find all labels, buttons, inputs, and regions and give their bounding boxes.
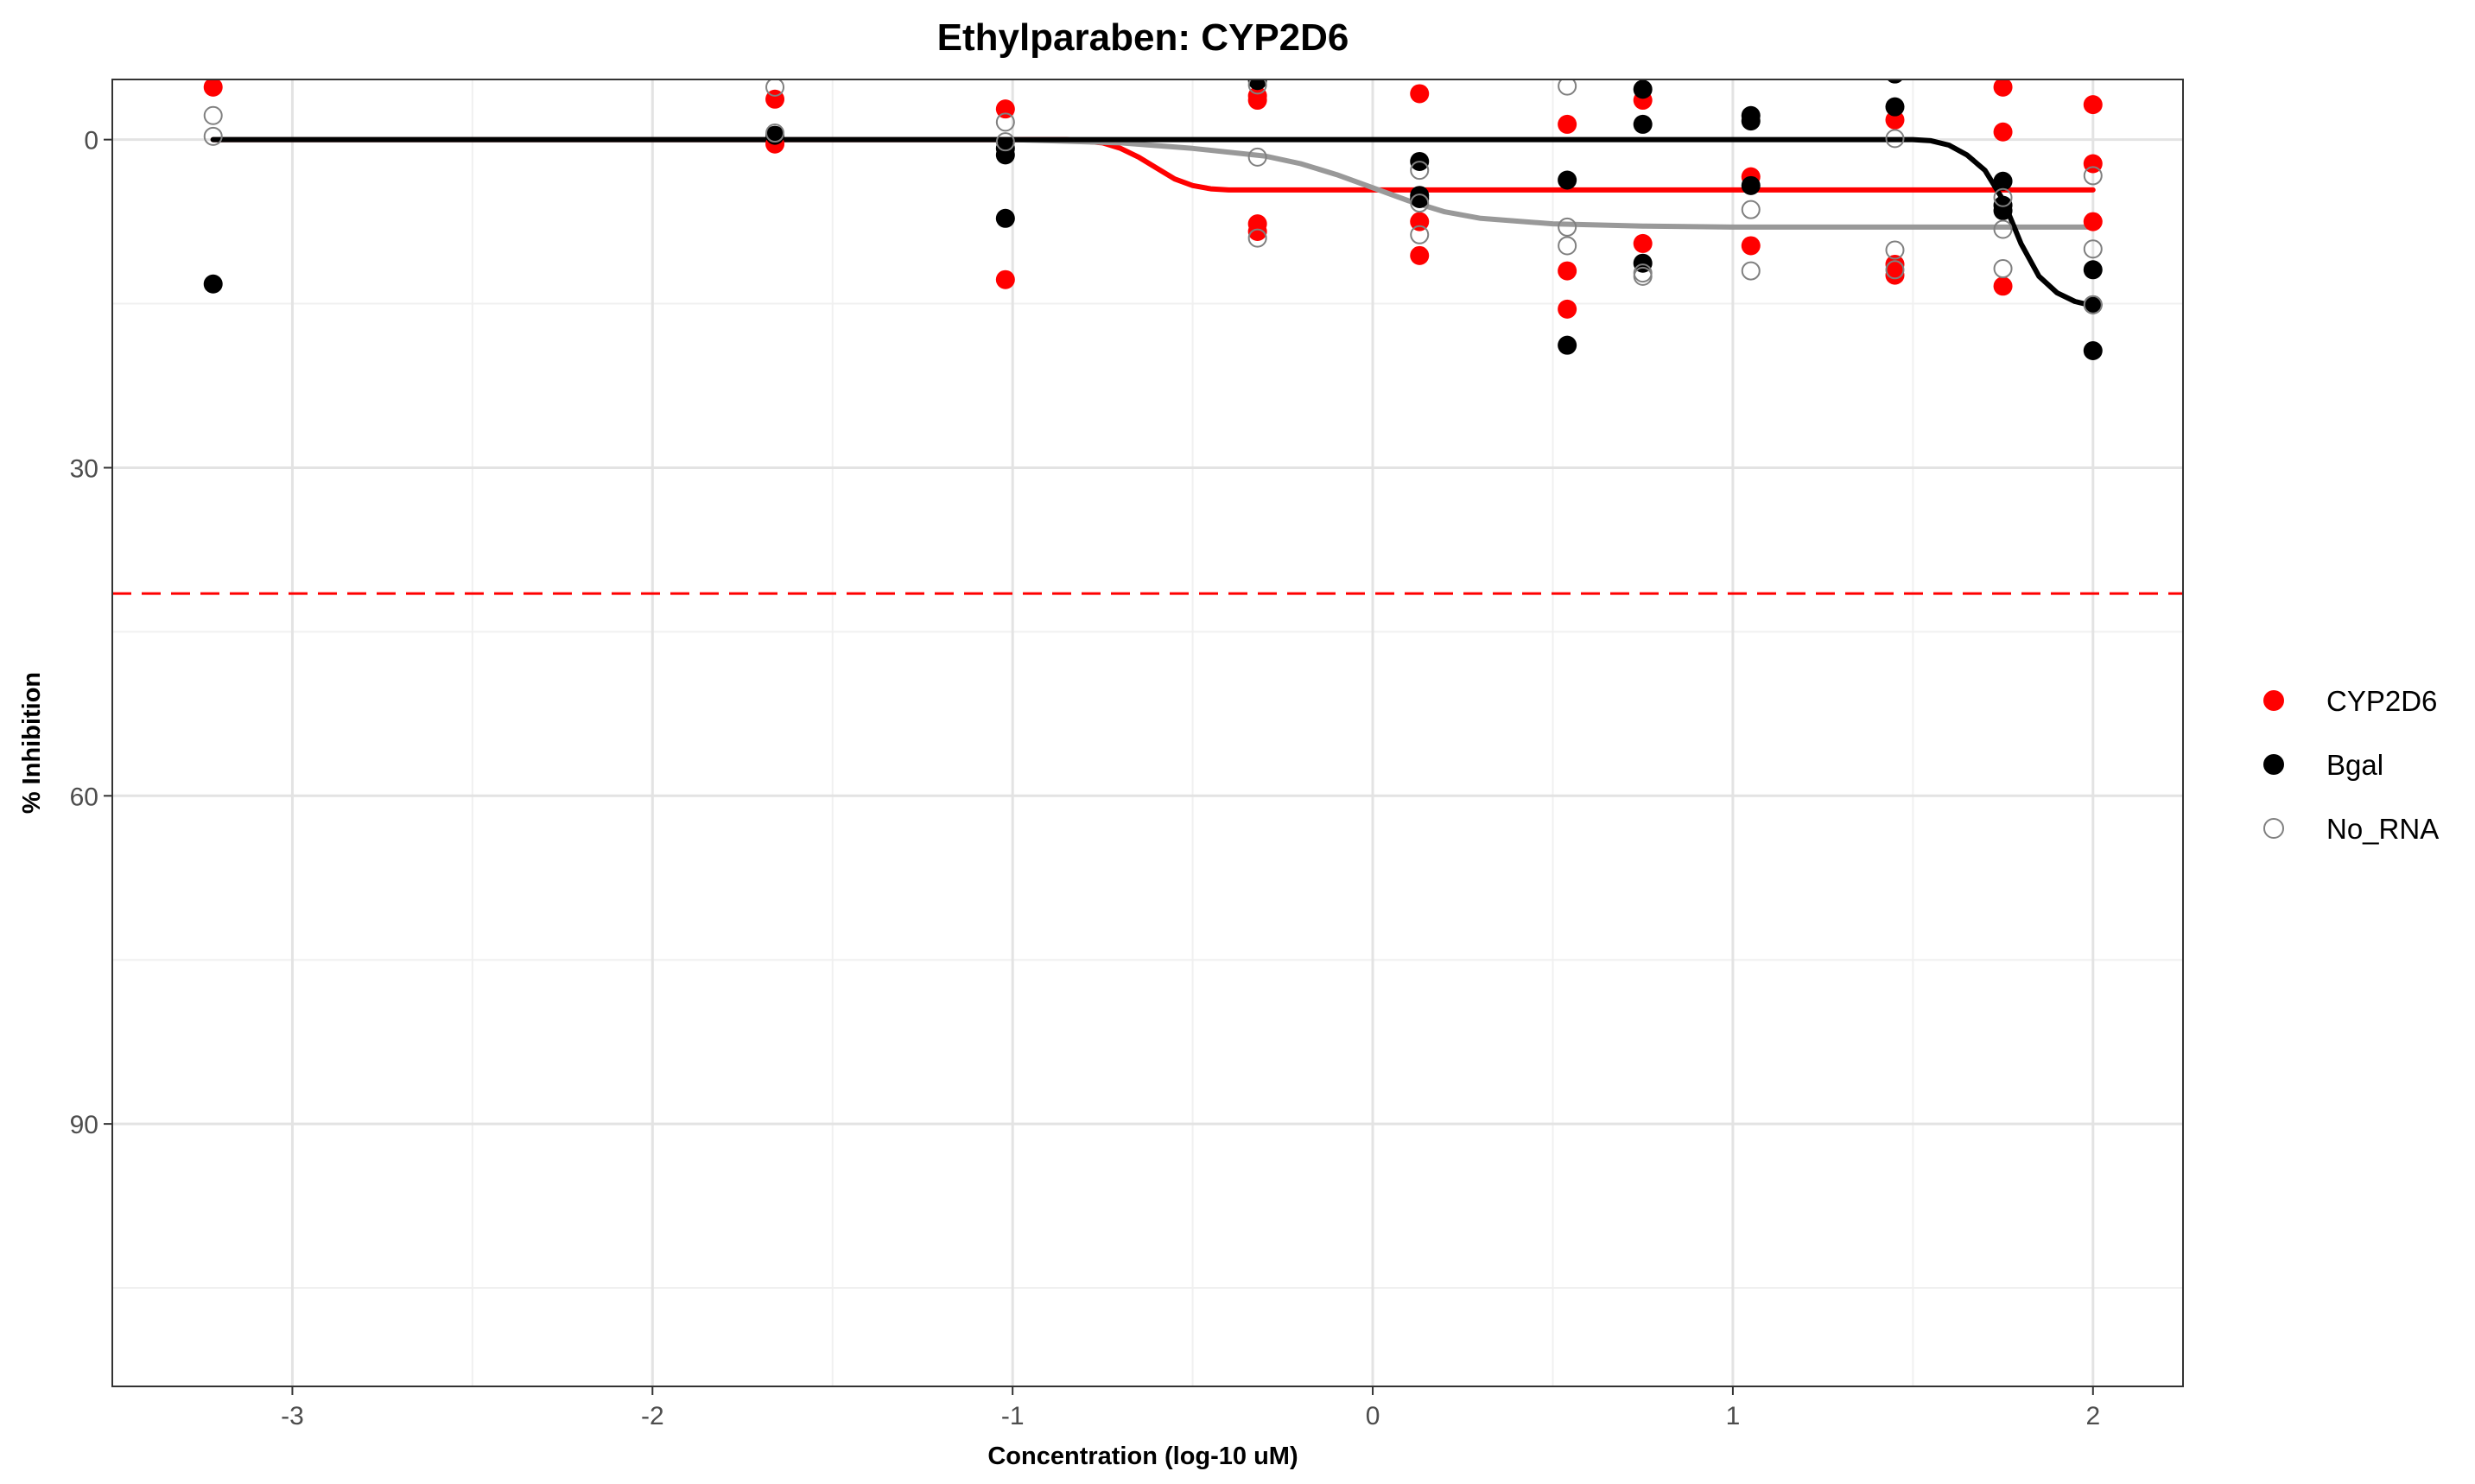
data-point-cyp2d6 bbox=[995, 99, 1015, 119]
data-point-cyp2d6 bbox=[1633, 233, 1653, 253]
x-tick-label: 2 bbox=[2085, 1402, 2100, 1430]
data-point-no_rna bbox=[1885, 260, 1905, 280]
data-point-no_rna bbox=[1247, 79, 1267, 95]
data-point-cyp2d6 bbox=[1558, 114, 1577, 134]
data-point-cyp2d6 bbox=[2083, 212, 2103, 231]
fit-curve-bgal bbox=[210, 136, 2096, 309]
panel-background bbox=[112, 79, 2183, 1386]
legend: CYP2D6 Bgal No_RNA bbox=[2263, 685, 2439, 845]
x-tick-label: 1 bbox=[1726, 1402, 1741, 1430]
y-tick-label: 0 bbox=[84, 127, 98, 155]
data-point-cyp2d6 bbox=[1410, 84, 1430, 104]
data-point-no_rna bbox=[1410, 193, 1430, 213]
data-point-cyp2d6 bbox=[1558, 299, 1577, 319]
data-point-cyp2d6 bbox=[1885, 265, 1905, 285]
data-point-cyp2d6 bbox=[1885, 110, 1905, 130]
x-tick-label: 0 bbox=[1366, 1402, 1380, 1430]
y-tick-label: 90 bbox=[70, 1111, 98, 1139]
data-point-cyp2d6 bbox=[995, 270, 1015, 289]
legend-key-bgal bbox=[2263, 754, 2284, 775]
data-point-bgal bbox=[1993, 171, 2013, 191]
data-point-no_rna bbox=[2083, 166, 2103, 186]
data-point-no_rna bbox=[1558, 236, 1577, 256]
data-point-bgal bbox=[1633, 114, 1653, 134]
legend-label-no_rna: No_RNA bbox=[2326, 813, 2439, 845]
data-point-cyp2d6 bbox=[1410, 245, 1430, 265]
x-tick-label: -1 bbox=[1001, 1402, 1025, 1430]
data-point-cyp2d6 bbox=[1247, 221, 1267, 241]
data-point-cyp2d6 bbox=[1741, 236, 1761, 256]
data-point-bgal bbox=[2083, 260, 2103, 280]
plot-border-rect bbox=[111, 79, 2184, 1387]
data-point-cyp2d6 bbox=[2083, 95, 2103, 115]
data-point-no_rna bbox=[1558, 79, 1577, 96]
data-point-no_rna bbox=[1993, 259, 2013, 279]
data-point-no_rna bbox=[1410, 161, 1430, 181]
data-point-no_rna bbox=[1247, 147, 1267, 167]
data-point-bgal bbox=[1247, 79, 1267, 91]
data-point-bgal bbox=[1741, 111, 1761, 131]
x-tick-label: -3 bbox=[281, 1402, 304, 1430]
data-point-no_rna bbox=[203, 126, 223, 146]
x-axis-title: Concentration (log-10 uM) bbox=[987, 1443, 1298, 1470]
data-point-bgal bbox=[1410, 189, 1430, 209]
legend-label-cyp2d6: CYP2D6 bbox=[2326, 685, 2437, 717]
legend-key-cyp2d6 bbox=[2263, 690, 2284, 711]
x-tick-label: -2 bbox=[641, 1402, 664, 1430]
data-point-no_rna bbox=[2083, 295, 2103, 314]
data-point-cyp2d6 bbox=[1247, 91, 1267, 111]
y-axis-title: % Inhibition bbox=[18, 672, 46, 814]
data-point-no_rna bbox=[1741, 261, 1761, 281]
fit-curve-no_rna bbox=[210, 136, 2096, 230]
data-point-no_rna bbox=[995, 112, 1015, 132]
data-point-no_rna bbox=[1885, 129, 1905, 149]
plot-border bbox=[111, 79, 2184, 1387]
data-point-bgal bbox=[2083, 295, 2103, 314]
fit-curves bbox=[210, 136, 2096, 309]
data-point-no_rna bbox=[203, 105, 223, 125]
data-points bbox=[203, 79, 2103, 360]
data-point-no_rna bbox=[1558, 217, 1577, 237]
data-point-bgal bbox=[1633, 253, 1653, 273]
legend-label-bgal: Bgal bbox=[2326, 749, 2383, 781]
y-tick-label: 60 bbox=[70, 783, 98, 811]
data-point-bgal bbox=[1993, 200, 2013, 220]
data-point-no_rna bbox=[765, 124, 785, 143]
data-point-no_rna bbox=[1633, 266, 1653, 286]
chart-title: Ethylparaben: CYP2D6 bbox=[937, 16, 1349, 59]
data-point-cyp2d6 bbox=[1558, 261, 1577, 281]
data-point-bgal bbox=[1741, 175, 1761, 195]
data-point-cyp2d6 bbox=[1993, 122, 2013, 142]
data-point-no_rna bbox=[765, 79, 785, 97]
data-point-cyp2d6 bbox=[1993, 276, 2013, 296]
data-point-no_rna bbox=[1993, 187, 2013, 207]
legend-key-no_rna bbox=[2263, 818, 2284, 839]
data-point-bgal bbox=[1558, 335, 1577, 355]
data-point-bgal bbox=[1887, 79, 1903, 84]
y-axis: 0 30 60 90 bbox=[70, 127, 112, 1139]
data-point-bgal bbox=[995, 208, 1015, 228]
data-point-cyp2d6 bbox=[203, 79, 223, 97]
data-point-bgal bbox=[995, 145, 1015, 165]
data-point-no_rna bbox=[1247, 228, 1267, 248]
data-point-no_rna bbox=[995, 132, 1015, 152]
x-axis: -3 -2 -1 0 1 2 bbox=[281, 1386, 2100, 1430]
data-point-cyp2d6 bbox=[1410, 212, 1430, 231]
data-point-no_rna bbox=[1410, 225, 1430, 244]
data-point-no_rna bbox=[2083, 239, 2103, 259]
data-point-cyp2d6 bbox=[1993, 79, 2013, 97]
data-point-bgal bbox=[2083, 340, 2103, 360]
data-point-bgal bbox=[1885, 97, 1905, 117]
data-point-bgal bbox=[1558, 170, 1577, 190]
data-point-no_rna bbox=[1885, 240, 1905, 260]
y-tick-label: 30 bbox=[70, 454, 98, 483]
data-point-no_rna bbox=[1741, 200, 1761, 219]
data-point-bgal bbox=[203, 274, 223, 294]
data-point-no_rna bbox=[1993, 219, 2013, 239]
data-point-bgal bbox=[1633, 79, 1653, 99]
plot-panel bbox=[112, 79, 2183, 1386]
